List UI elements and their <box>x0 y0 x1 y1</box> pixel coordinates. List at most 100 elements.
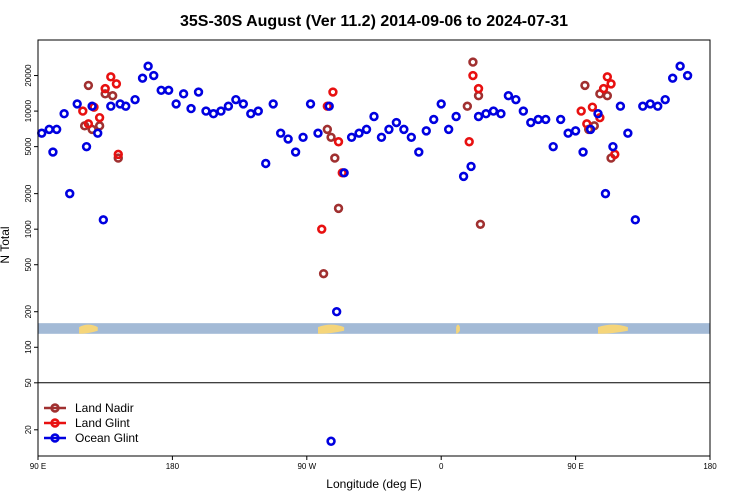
data-point-series-2 <box>496 109 506 119</box>
data-point-series-2 <box>223 101 234 111</box>
data-point-series-1 <box>78 106 88 116</box>
data-point-series-1 <box>606 79 616 89</box>
data-point-series-2 <box>630 215 641 225</box>
data-point-series-2 <box>600 188 611 199</box>
data-point-series-1 <box>100 83 110 94</box>
chart-title: 35S-30S August (Ver 11.2) 2014-09-06 to … <box>180 13 568 30</box>
data-point-series-2 <box>331 307 342 317</box>
data-point-series-2 <box>298 132 308 142</box>
data-point-series-2 <box>171 99 181 109</box>
data-point-series-2 <box>406 132 417 142</box>
data-point-series-2 <box>246 109 256 119</box>
data-point-series-2 <box>526 117 536 128</box>
data-point-series-1 <box>111 79 122 89</box>
legend-marker <box>50 433 60 443</box>
data-point-series-0 <box>83 80 94 91</box>
legend-marker <box>50 403 60 413</box>
data-point-series-2 <box>376 132 387 142</box>
data-point-series-1 <box>113 149 123 160</box>
data-point-series-2 <box>541 114 551 125</box>
data-point-series-2 <box>193 87 204 97</box>
data-point-series-0 <box>602 91 613 101</box>
land-region <box>598 324 628 334</box>
x-tick-label: 90 E <box>567 462 583 471</box>
data-point-series-2 <box>137 73 148 83</box>
data-point-series-0 <box>333 203 344 214</box>
data-point-series-1 <box>602 72 613 82</box>
data-point-series-2 <box>72 99 82 109</box>
data-point-series-1 <box>317 224 327 234</box>
data-point-series-1 <box>94 112 105 123</box>
x-tick-label: 180 <box>703 462 717 471</box>
data-point-series-2 <box>106 101 116 111</box>
data-point-series-0 <box>318 268 329 279</box>
data-point-series-2 <box>667 73 678 83</box>
data-point-series-2 <box>326 436 336 446</box>
data-point-series-1 <box>328 87 338 97</box>
y-tick-label: 1000 <box>24 220 33 238</box>
data-point-series-2 <box>384 124 394 135</box>
data-point-series-2 <box>283 134 293 144</box>
data-point-series-2 <box>305 99 316 109</box>
data-point-series-2 <box>555 114 566 125</box>
y-tick-label: 200 <box>24 304 33 318</box>
data-point-series-1 <box>473 83 484 94</box>
data-point-series-2 <box>585 124 596 135</box>
data-point-series-2 <box>451 111 461 122</box>
data-point-series-2 <box>261 158 271 169</box>
data-point-series-2 <box>324 101 334 111</box>
data-point-series-0 <box>580 80 590 91</box>
data-point-series-2 <box>238 99 249 109</box>
y-tick-label: 20000 <box>24 64 33 87</box>
data-point-series-2 <box>653 101 663 111</box>
data-point-series-0 <box>94 121 105 131</box>
data-point-series-2 <box>163 85 174 96</box>
plot-frame <box>37 39 711 457</box>
legend-marker <box>50 418 60 428</box>
data-point-series-2 <box>87 101 97 111</box>
data-point-series-1 <box>598 83 609 94</box>
data-point-series-2 <box>615 101 626 111</box>
y-axis-label: N Total <box>0 226 12 263</box>
data-points <box>37 57 693 446</box>
data-point-series-1 <box>610 149 620 160</box>
data-point-series-2 <box>339 168 349 178</box>
data-point-series-2 <box>533 114 543 125</box>
land-band <box>38 323 710 334</box>
data-point-series-2 <box>253 106 263 116</box>
data-point-series-2 <box>443 124 454 135</box>
data-point-series-2 <box>37 128 47 138</box>
data-point-series-2 <box>638 101 648 111</box>
data-point-series-2 <box>593 109 603 119</box>
y-tick-label: 500 <box>24 258 33 272</box>
y-tick-label: 5000 <box>24 137 33 155</box>
data-point-series-2 <box>186 103 196 114</box>
data-point-series-1 <box>587 102 598 112</box>
data-point-series-1 <box>106 72 116 82</box>
data-point-series-2 <box>149 70 159 81</box>
data-point-series-0 <box>113 153 123 163</box>
legend-label: Land Glint <box>75 416 130 430</box>
data-point-series-2 <box>313 128 323 138</box>
data-point-series-2 <box>44 124 54 135</box>
data-point-series-2 <box>548 141 558 152</box>
data-point-series-2 <box>511 94 521 105</box>
data-point-series-2 <box>98 215 109 225</box>
y-axis: 20 50 100 200 500 1000 2000 5000 10000 20000 <box>24 64 38 434</box>
data-point-series-1 <box>464 137 474 147</box>
data-point-series-2 <box>488 106 499 116</box>
data-point-series-2 <box>570 126 581 136</box>
data-point-series-2 <box>59 109 69 119</box>
data-point-series-2 <box>354 128 364 138</box>
x-tick-label: 90 W <box>297 462 316 471</box>
data-point-series-2 <box>268 99 278 109</box>
legend-label: Land Nadir <box>75 401 134 415</box>
data-point-series-2 <box>231 94 241 105</box>
data-point-series-2 <box>143 61 153 71</box>
data-point-series-0 <box>107 91 118 101</box>
x-axis-label: Longitude (deg E) <box>326 477 421 491</box>
x-tick-label: 180 <box>166 462 180 471</box>
y-tick-label: 2000 <box>24 184 33 202</box>
data-point-series-0 <box>330 153 340 163</box>
